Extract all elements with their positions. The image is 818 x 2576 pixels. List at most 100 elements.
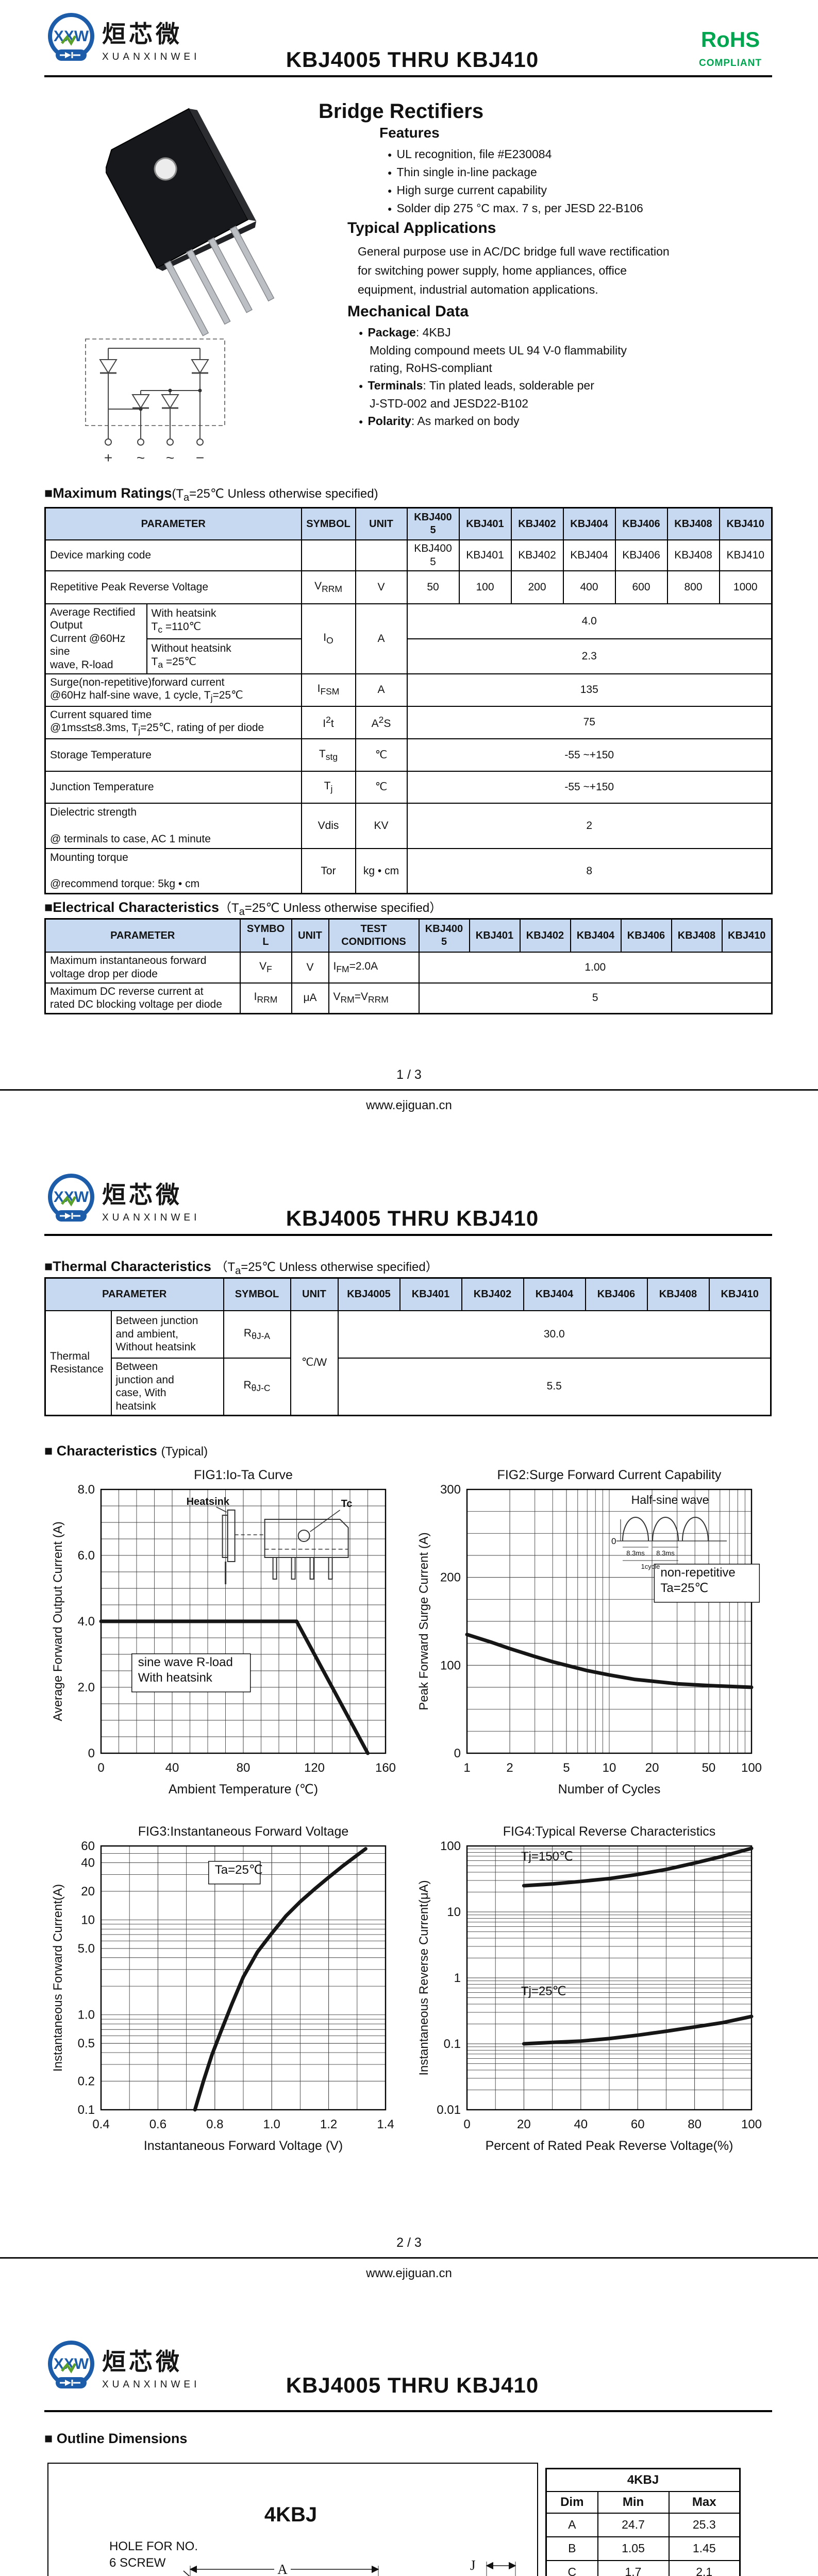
terminal-ac1-label: ~: [137, 450, 145, 466]
table-header-cell: TEST CONDITIONS: [328, 918, 420, 953]
chart-svg: 0 40 80 120 160 0 2.0 4.0 6.0 8.0 FIG1:Io-Ta Curve…: [51, 1468, 396, 1797]
electrical-characteristics-heading: ■Electrical Characteristics（Ta=25℃ Unles…: [44, 900, 442, 918]
table-cell: ℃: [355, 770, 408, 804]
svg-text:0: 0: [88, 1747, 95, 1760]
chart-svg: 0.4 0.6 0.8 1.0 1.2 1.4 0.1 0.2 0.5 1.0 5.0 10 20 40 6…: [51, 1824, 394, 2153]
max-ratings-heading: ■Maximum Ratings(Ta=25℃ Unless otherwise…: [44, 485, 378, 503]
package-outline-drawing: 4KBJ HOLE FOR NO. 6 SCREW + ~ ~ −: [109, 2503, 516, 2576]
terminal-plus-label: +: [104, 450, 112, 466]
table-cell: Vdis: [301, 802, 356, 849]
svg-text:Number of Cycles: Number of Cycles: [558, 1782, 661, 1797]
table-cell: Thermal Resistance: [44, 1310, 112, 1416]
table-header-cell: UNIT: [290, 1277, 339, 1311]
svg-text:200: 200: [440, 1571, 461, 1585]
brand-name-en: XUANXINWEI: [102, 52, 201, 62]
chart-annotation: Ta=25℃: [215, 1863, 263, 1877]
table-cell: Max: [668, 2490, 741, 2514]
applications-line: equipment, industrial automation applica…: [358, 283, 598, 296]
table-row: Maximum DC reverse current at rated DC bl…: [44, 982, 773, 1014]
svg-text:100: 100: [741, 1761, 762, 1775]
table-cell: 5: [418, 982, 773, 1014]
svg-text:FIG4:Typical Reverse Character: FIG4:Typical Reverse Characteristics: [503, 1824, 716, 1839]
svg-text:0: 0: [611, 1536, 616, 1546]
table-row: C 1.7 2.1: [545, 2560, 741, 2576]
svg-text:0.1: 0.1: [444, 2037, 461, 2051]
svg-text:Average Forward Output Current: Average Forward Output Current (A): [51, 1521, 65, 1721]
table-cell: I2t: [301, 705, 356, 739]
table-header-cell: KBJ406: [620, 918, 672, 953]
svg-text:10: 10: [603, 1761, 616, 1775]
table-cell: 24.7: [597, 2512, 670, 2537]
page-title: KBJ4005 THRU KBJ410: [286, 2373, 539, 2397]
svg-text:0.5: 0.5: [78, 2037, 95, 2050]
table-cell: Repetitive Peak Reverse Voltage: [44, 570, 302, 604]
table-cell: KBJ408: [666, 539, 720, 571]
svg-text:8.0: 8.0: [78, 1483, 95, 1497]
svg-text:50: 50: [702, 1761, 716, 1775]
list-item: rating, RoHS-compliant: [370, 361, 492, 375]
svg-text:60: 60: [81, 1839, 95, 1853]
table-header-cell: UNIT: [355, 507, 408, 540]
fig1-io-ta-curve: 0 40 80 120 160 0 2.0 4.0 6.0 8.0 FIG1:Io-Ta Curve…: [49, 1466, 400, 1801]
table-cell: IFM=2.0A: [328, 951, 420, 984]
svg-text:10: 10: [81, 1913, 95, 1927]
table-row: PARAMETER SYMBOL UNIT KBJ4005 KBJ401 KBJ402 KB…: [44, 1277, 772, 1311]
table-cell: 1.7: [597, 2560, 670, 2576]
header-divider: [44, 75, 772, 77]
page-title: KBJ4005 THRU KBJ410: [286, 1206, 539, 1230]
svg-text:1cycle: 1cycle: [641, 1563, 660, 1570]
list-item: ● Polarity: As marked on body: [359, 414, 520, 428]
table-cell: A: [355, 673, 408, 707]
table-header-cell: KBJ406: [585, 1277, 648, 1311]
table-cell: 2: [406, 802, 773, 849]
table-header-cell: KBJ410: [708, 1277, 772, 1311]
table-cell: V: [291, 951, 329, 984]
outline-dimensions-heading: ■ Outline Dimensions: [44, 2431, 188, 2446]
svg-text:0: 0: [454, 1747, 461, 1760]
table-cell: Tor: [301, 848, 356, 894]
svg-text:Tc: Tc: [341, 1498, 353, 1510]
table-cell: KBJ402: [510, 539, 564, 571]
svg-text:Instantaneous Reverse Current(: Instantaneous Reverse Current(μA): [417, 1880, 431, 2075]
table-row: Device marking code KBJ4005 KBJ401 KBJ402 KB…: [44, 539, 773, 571]
svg-text:5.0: 5.0: [78, 1942, 95, 1956]
table-row: Average Rectified Output Current @60Hz si…: [44, 603, 773, 674]
table-cell: 100: [458, 570, 512, 604]
svg-text:8.3ms: 8.3ms: [656, 1549, 675, 1557]
table-header-cell: KBJ410: [719, 507, 773, 540]
page-number: 2 / 3: [396, 2235, 422, 2250]
table-cell: -55 ~+150: [406, 738, 773, 772]
table-row: Junction Temperature Tj ℃ -55 ~+150: [44, 770, 773, 804]
svg-text:40: 40: [165, 1761, 179, 1775]
header-divider: [44, 1234, 772, 1236]
table-header-cell: KBJ408: [666, 507, 720, 540]
table-cell: 2.1: [668, 2560, 741, 2576]
svg-text:Ambient Temperature (℃): Ambient Temperature (℃): [169, 1782, 318, 1797]
table-cell: IFSM: [301, 673, 356, 707]
svg-text:0.8: 0.8: [206, 2117, 223, 2131]
table-cell: [355, 539, 408, 571]
terminal-minus-label: −: [196, 450, 204, 466]
svg-text:2: 2: [506, 1761, 513, 1775]
table-cell: Device marking code: [44, 539, 302, 571]
fig3-instantaneous-forward-voltage: 0.4 0.6 0.8 1.0 1.2 1.4 0.1 0.2 0.5 1.0 5.0 10 20 40 6…: [49, 1822, 400, 2157]
table-cell: Junction Temperature: [44, 770, 302, 804]
list-item: ● High surge current capability: [388, 183, 547, 197]
table-header-cell: PARAMETER: [44, 918, 241, 953]
table-header-cell: KBJ408: [671, 918, 723, 953]
table-cell: 800: [666, 570, 720, 604]
svg-text:Instantaneous Forward Voltage: Instantaneous Forward Voltage (V): [144, 2139, 343, 2153]
table-cell: C: [545, 2560, 598, 2576]
product-heading: Bridge Rectifiers: [319, 100, 484, 123]
table-row: Dielectric strength @ terminals to case, …: [44, 802, 773, 849]
chart-svg: 1 2 5 10 20 50 100 0 100 200 300 FIG2:Surge Forward…: [417, 1468, 762, 1797]
table-header-cell: KBJ404: [523, 1277, 586, 1311]
svg-text:300: 300: [440, 1483, 461, 1497]
table-cell: Without heatsink Ta =25℃: [146, 638, 302, 674]
svg-text:100: 100: [440, 1658, 461, 1672]
table-row: Repetitive Peak Reverse Voltage VRRM V 50 10…: [44, 570, 773, 604]
table-row: B 1.05 1.45: [545, 2536, 741, 2561]
svg-text:0.6: 0.6: [149, 2117, 166, 2131]
svg-text:120: 120: [304, 1761, 325, 1775]
svg-text:100: 100: [741, 2117, 762, 2131]
